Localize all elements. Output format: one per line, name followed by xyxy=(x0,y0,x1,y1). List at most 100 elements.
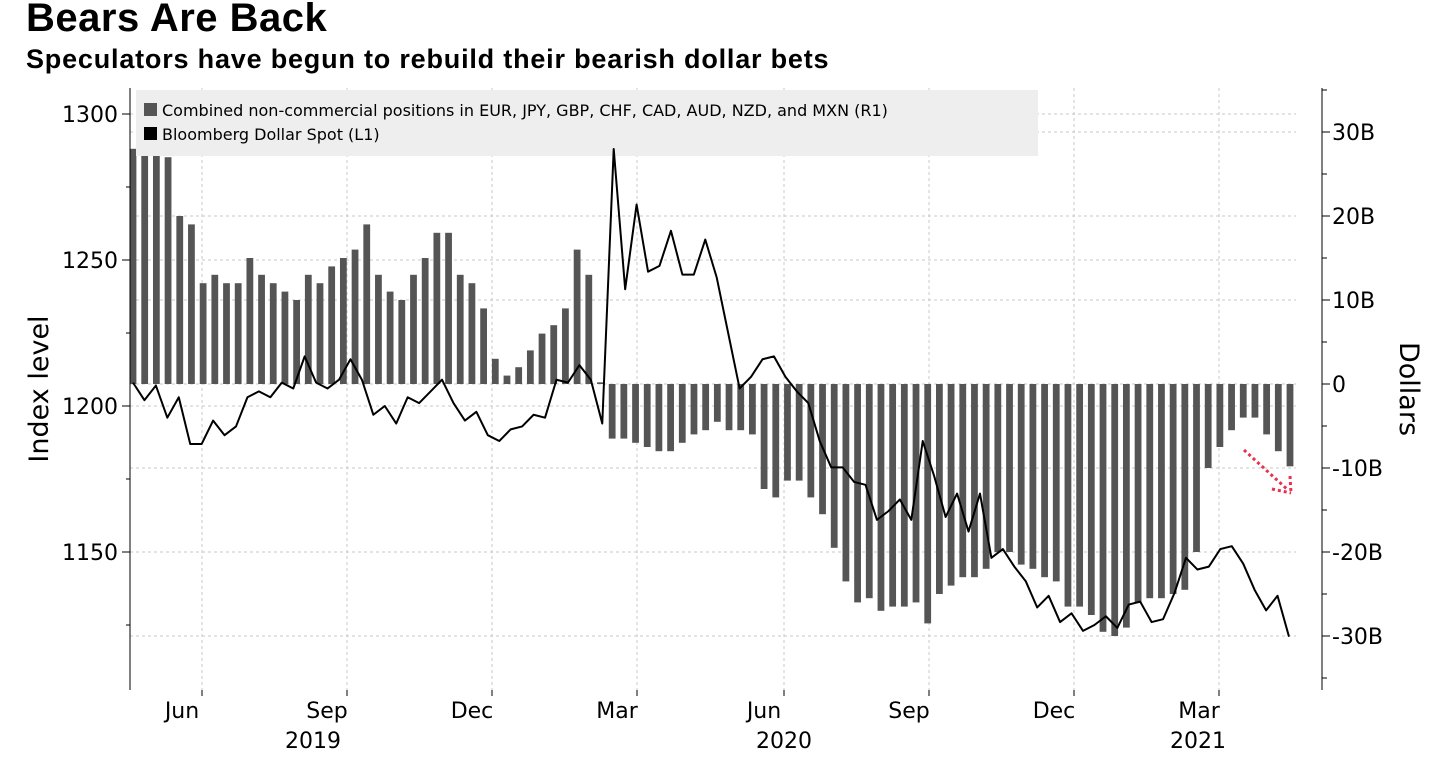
gridlines xyxy=(130,88,1296,690)
bar xyxy=(1006,384,1013,552)
bar xyxy=(480,308,487,384)
x-tick-label: Sep xyxy=(888,699,929,724)
bar xyxy=(655,384,663,452)
bar xyxy=(1251,384,1259,418)
bar xyxy=(456,274,464,384)
bar xyxy=(211,274,219,384)
bar xyxy=(1216,384,1224,447)
bar xyxy=(936,384,943,594)
chart-subtitle: Speculators have begun to rebuild their … xyxy=(26,44,830,74)
x-year-label: 2020 xyxy=(756,729,812,754)
bar xyxy=(865,384,873,599)
right-tick-label: 0 xyxy=(1332,373,1346,398)
bar xyxy=(1204,384,1212,468)
bar xyxy=(538,333,546,384)
bar xyxy=(1029,384,1037,569)
bar xyxy=(713,384,721,422)
right-tick-label: -30B xyxy=(1332,625,1383,650)
x-year-label: 2021 xyxy=(1170,729,1226,754)
bar xyxy=(1134,384,1142,603)
legend-entry-bars: Combined non-commercial positions in EUR… xyxy=(162,101,888,120)
right-tick-label: 30B xyxy=(1332,121,1375,146)
bar xyxy=(830,384,838,548)
bar xyxy=(1274,384,1282,452)
bar xyxy=(854,384,861,603)
bar xyxy=(608,384,616,439)
line-series xyxy=(132,148,1290,637)
bar xyxy=(1181,384,1189,590)
bar xyxy=(807,384,815,498)
x-tick-label: Dec xyxy=(451,699,494,724)
left-tick-label: 1250 xyxy=(62,249,118,274)
bar xyxy=(468,283,476,384)
bar xyxy=(643,384,651,447)
bar xyxy=(784,384,791,481)
right-tick-label: 10B xyxy=(1332,289,1375,314)
right-tick-label: -20B xyxy=(1332,541,1383,566)
bar xyxy=(1146,384,1154,599)
bar xyxy=(375,274,382,384)
x-tick-label: Jun xyxy=(745,699,781,724)
bar xyxy=(304,274,312,384)
bar xyxy=(328,266,336,384)
bar xyxy=(550,325,558,384)
x-tick-label: Dec xyxy=(1033,699,1076,724)
bar-series xyxy=(129,140,1294,636)
bar xyxy=(585,274,593,384)
bar xyxy=(1064,384,1072,607)
bar xyxy=(1041,384,1048,578)
trend-arrow xyxy=(1242,448,1293,495)
bar xyxy=(772,384,780,498)
bar xyxy=(795,384,803,481)
bar xyxy=(1228,384,1235,431)
bar xyxy=(433,232,441,384)
bar xyxy=(199,283,207,384)
bar xyxy=(293,300,301,384)
right-tick-label: -10B xyxy=(1332,457,1383,482)
bar xyxy=(702,384,710,431)
bar xyxy=(410,274,417,384)
bar xyxy=(269,283,277,384)
bar xyxy=(924,384,932,624)
bar xyxy=(842,384,850,582)
bar xyxy=(760,384,768,489)
bar xyxy=(632,384,639,443)
bar xyxy=(129,148,137,384)
trend-arrow-head-bottom xyxy=(1271,487,1292,495)
bar xyxy=(258,274,265,384)
left-tick-label: 1200 xyxy=(62,395,118,420)
bar xyxy=(667,384,674,452)
left-tick-label: 1300 xyxy=(62,103,118,128)
x-tick-label: Mar xyxy=(596,699,638,724)
bar xyxy=(515,367,523,384)
bar xyxy=(188,224,195,384)
bar xyxy=(562,308,569,384)
axes: Jun Sep Dec Mar Jun Sep Dec Mar 2019 2020 2021 1150… xyxy=(62,88,1383,754)
bar xyxy=(737,384,745,431)
right-axis-title: Dollars xyxy=(1393,342,1424,436)
bar xyxy=(1076,384,1084,607)
bar xyxy=(351,249,359,384)
bar xyxy=(971,384,978,578)
bar xyxy=(339,258,347,384)
bar xyxy=(1087,384,1095,615)
legend-entry-line: Bloomberg Dollar Spot (L1) xyxy=(162,125,380,144)
left-axis-title: Index level xyxy=(24,315,55,462)
bar xyxy=(994,384,1002,552)
bar xyxy=(1193,384,1200,552)
bar xyxy=(246,258,254,384)
bar xyxy=(281,291,289,384)
bar xyxy=(959,384,967,578)
legend-swatch-line xyxy=(144,127,157,140)
bar xyxy=(526,350,534,384)
bar xyxy=(1052,384,1060,582)
bar xyxy=(223,283,230,384)
bar xyxy=(749,384,756,435)
bar xyxy=(725,384,733,431)
bar xyxy=(690,384,698,435)
bar xyxy=(316,283,324,384)
bar xyxy=(1099,384,1107,632)
dollar-spot-line xyxy=(132,148,1290,637)
bar xyxy=(398,300,406,384)
